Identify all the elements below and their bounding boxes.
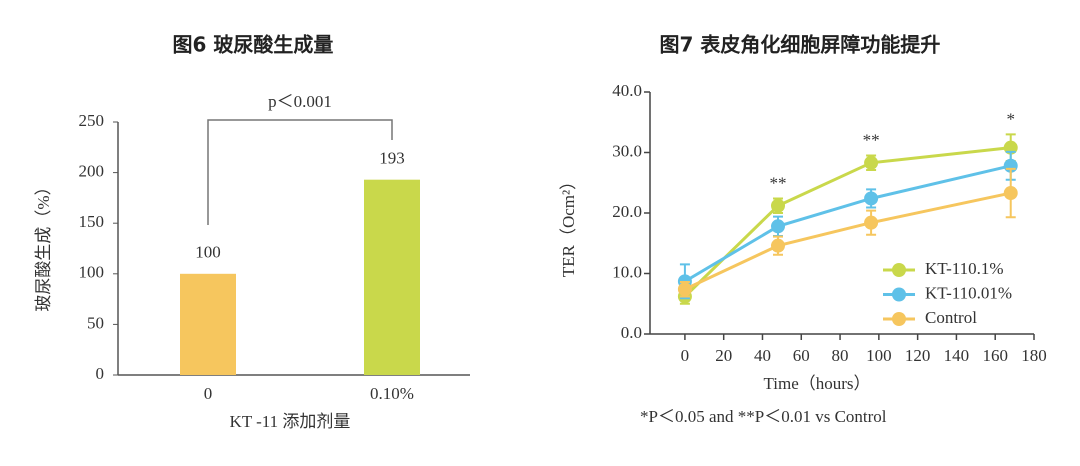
x-tick-label: 40 <box>754 346 771 365</box>
annotation: p＜0.001 <box>268 92 332 111</box>
y-tick-label: 10.0 <box>612 262 642 281</box>
x-tick-label: 100 <box>866 346 892 365</box>
x-tick-label: 60 <box>793 346 810 365</box>
y-tick-label: 200 <box>79 162 105 181</box>
chart-title: 图6 玻尿酸生成量 <box>173 33 334 57</box>
y-tick-label: 0.0 <box>621 323 642 342</box>
y-tick-label: 50 <box>87 313 104 332</box>
y-tick-label: 40.0 <box>612 81 642 100</box>
x-tick-label: 180 <box>1021 346 1047 365</box>
significance-label: ** <box>863 130 880 149</box>
y-tick-label: 150 <box>79 212 105 231</box>
series-line <box>684 191 1012 291</box>
significance-label: ** <box>770 173 787 192</box>
x-tick-label: 0 <box>204 384 213 403</box>
y-tick-label: 250 <box>79 111 105 130</box>
point <box>864 155 879 170</box>
legend-marker <box>892 312 906 326</box>
significance-bracket <box>207 119 393 225</box>
x-tick-label: 120 <box>905 346 931 365</box>
point <box>771 238 785 253</box>
chart-title: 图7 表皮角化细胞屏障功能提升 <box>660 33 941 57</box>
y-tick-label: 30.0 <box>612 141 642 160</box>
legend-label: KT-110.1% <box>925 259 1004 278</box>
series-line <box>684 164 1012 283</box>
significance-label: * <box>1006 109 1015 128</box>
series-line <box>683 146 1011 298</box>
point <box>864 191 879 206</box>
y-axis-label: TER（Ocm²） <box>559 173 578 277</box>
bar <box>364 179 420 375</box>
point <box>771 198 785 213</box>
y-tick-label: 0 <box>96 364 105 383</box>
legend-marker <box>892 287 906 302</box>
x-tick-label: 20 <box>715 346 732 365</box>
x-axis-label: Time（hours） <box>763 374 870 393</box>
y-tick-label: 20.0 <box>612 202 642 221</box>
point <box>677 282 692 297</box>
footnote: *P＜0.05 and **P＜0.01 vs Control <box>640 407 887 426</box>
legend-marker <box>892 263 906 277</box>
legend-label: KT-110.01% <box>925 283 1012 302</box>
value-label: 193 <box>379 149 405 168</box>
x-tick-label: 0.10% <box>370 384 414 403</box>
value-label: 100 <box>195 243 221 262</box>
y-axis-label: 玻尿酸生成（%） <box>34 178 53 311</box>
point <box>771 219 785 234</box>
legend-label: Control <box>925 308 977 327</box>
x-axis-label: KT -11 添加剂量 <box>230 412 351 431</box>
bar <box>180 273 236 375</box>
y-tick-label: 100 <box>79 263 105 282</box>
point <box>1003 186 1018 201</box>
x-tick-label: 0 <box>681 346 690 365</box>
x-tick-label: 160 <box>982 346 1008 365</box>
x-tick-label: 80 <box>832 346 849 365</box>
point <box>864 215 879 230</box>
x-tick-label: 140 <box>944 346 970 365</box>
